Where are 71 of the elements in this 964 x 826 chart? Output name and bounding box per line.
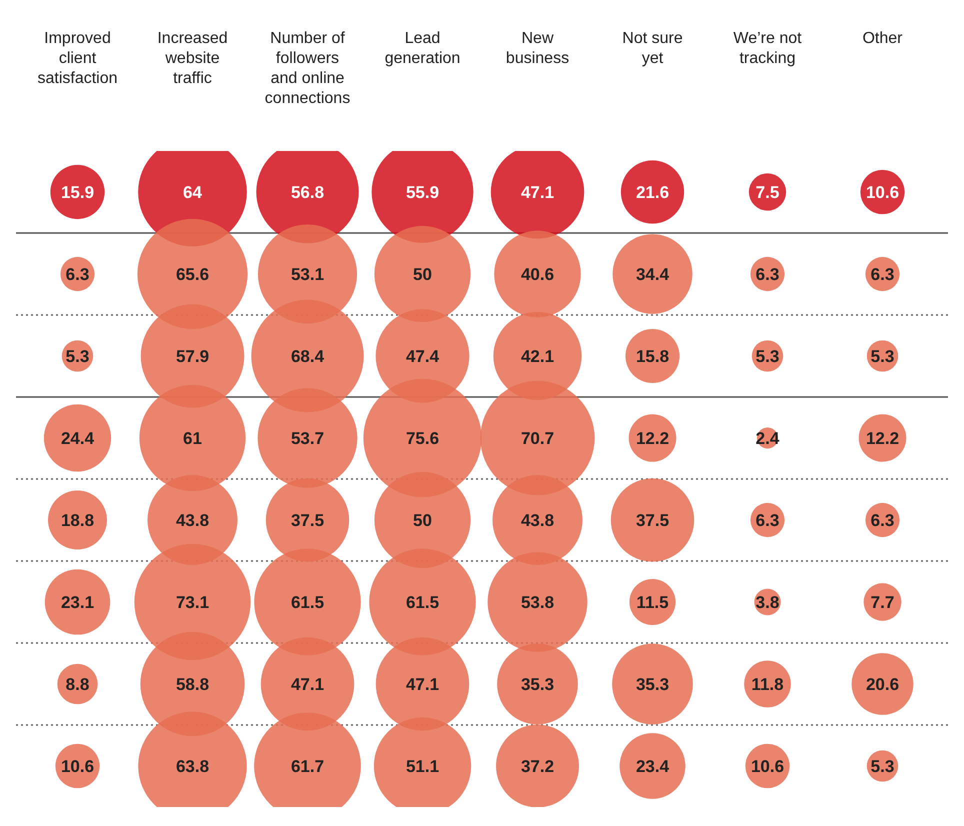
category-label: Not sure yet	[622, 30, 683, 67]
data-label: 6.3	[66, 264, 90, 284]
data-label: 35.3	[636, 674, 670, 694]
data-label: 61.5	[290, 592, 324, 612]
data-label: 18.8	[60, 510, 94, 530]
data-label: 35.3	[520, 674, 554, 694]
data-label: 37.2	[520, 756, 554, 776]
category-label: Number of followers and online connections	[264, 30, 350, 107]
data-label: 68.4	[290, 346, 325, 366]
category-label: We’re not tracking	[733, 30, 802, 67]
data-label: 23.1	[60, 592, 94, 612]
data-label: 42.1	[520, 346, 554, 366]
data-label: 57.9	[176, 346, 210, 366]
data-label: 37.5	[290, 510, 324, 530]
data-label: 63.8	[176, 756, 210, 776]
data-label: 43.8	[520, 510, 554, 530]
data-label: 12.2	[636, 428, 670, 448]
data-label: 50	[413, 510, 432, 530]
data-label: 11.8	[751, 674, 784, 694]
data-label: 15.8	[636, 346, 670, 366]
data-label: 73.1	[176, 592, 210, 612]
data-label: 24.4	[60, 428, 95, 448]
data-label: 47.1	[406, 674, 440, 694]
data-label: 20.6	[866, 674, 900, 694]
data-label: 55.9	[406, 182, 440, 202]
data-label: 11.5	[636, 592, 669, 612]
data-label: 70.7	[520, 428, 554, 448]
data-label: 53.8	[520, 592, 554, 612]
data-label: 34.4	[636, 264, 670, 284]
data-label: 47.4	[406, 346, 440, 366]
data-label: 43.8	[176, 510, 210, 530]
data-label: 10.6	[866, 182, 900, 202]
data-label: 6.3	[870, 264, 894, 284]
data-label: 6.3	[870, 510, 894, 530]
data-label: 8.8	[66, 674, 90, 694]
data-label: 65.6	[176, 264, 210, 284]
category-label: Increased website traffic	[157, 30, 228, 87]
data-label: 40.6	[520, 264, 554, 284]
data-label: 47.1	[290, 674, 324, 694]
data-label: 53.7	[290, 428, 324, 448]
data-label: 6.3	[756, 510, 780, 530]
data-label: 5.3	[66, 346, 90, 366]
data-label: 75.6	[406, 428, 440, 448]
data-label: 61.7	[290, 756, 324, 776]
data-label: 47.1	[520, 182, 554, 202]
data-label: 12.2	[866, 428, 900, 448]
data-label: 61	[183, 428, 202, 448]
data-label: 10.6	[750, 756, 784, 776]
data-label: 53.1	[290, 264, 324, 284]
data-label: 5.3	[870, 346, 894, 366]
data-label: 56.8	[290, 182, 324, 202]
data-label: 10.6	[60, 756, 94, 776]
data-label: 7.5	[756, 182, 780, 202]
data-label: 61.5	[406, 592, 440, 612]
data-label: 64	[183, 182, 202, 202]
data-label: 5.3	[870, 756, 894, 776]
data-label: 58.8	[176, 674, 210, 694]
data-label: 50	[413, 264, 432, 284]
category-label: New business	[506, 30, 570, 67]
data-label: 21.6	[636, 182, 670, 202]
category-label: Improved client satisfaction	[37, 30, 118, 87]
data-label: 7.7	[870, 592, 894, 612]
data-label: 6.3	[756, 264, 780, 284]
data-label: 5.3	[756, 346, 780, 366]
category-label: Lead generation	[384, 30, 460, 67]
category-label: Other	[862, 30, 904, 47]
data-label: 37.5	[636, 510, 670, 530]
data-label: 51.1	[406, 756, 440, 776]
data-label: 15.9	[60, 182, 94, 202]
data-label: 23.4	[636, 756, 670, 776]
data-label: 3.8	[756, 592, 780, 612]
